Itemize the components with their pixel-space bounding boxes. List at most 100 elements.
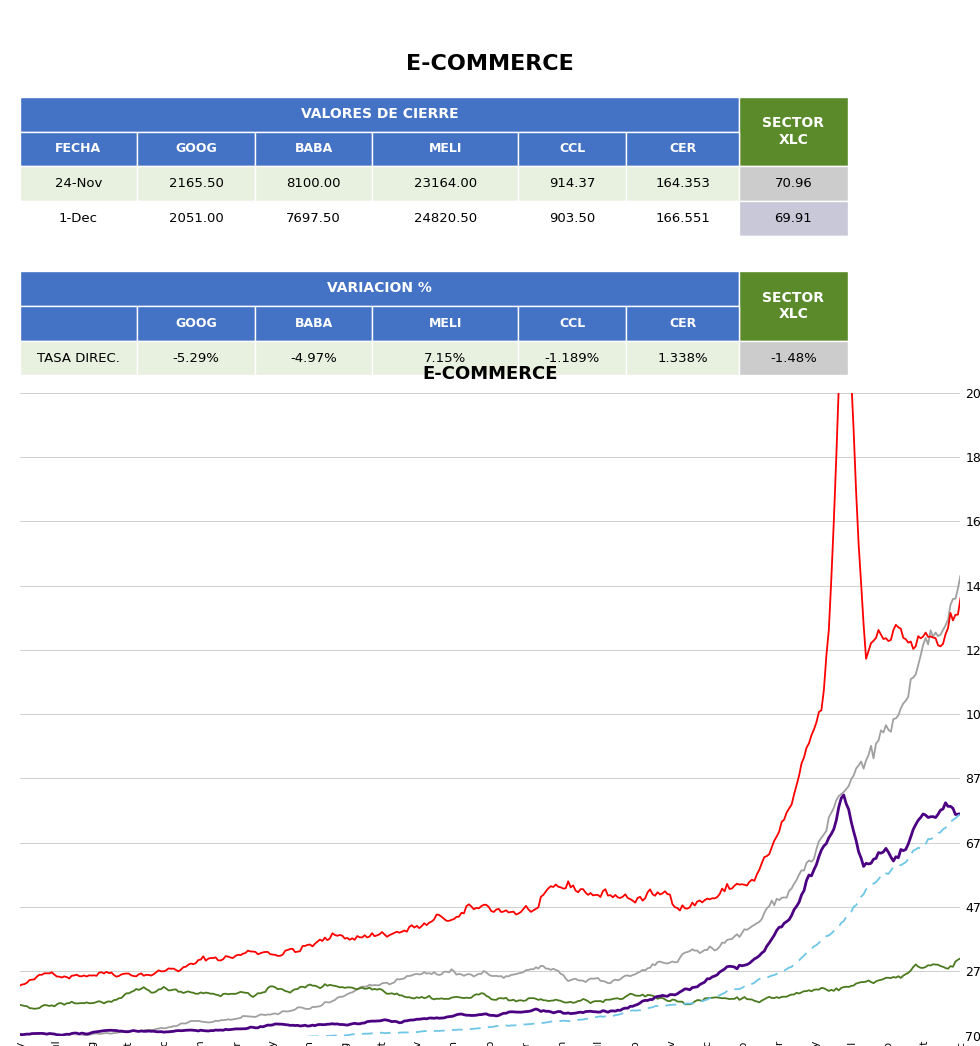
Text: TASA DIREC.: TASA DIREC. bbox=[37, 351, 120, 364]
CER bbox=[14, 1037, 25, 1046]
Text: 2051.00: 2051.00 bbox=[169, 212, 223, 225]
Title: E-COMMERCE: E-COMMERCE bbox=[422, 365, 558, 383]
Text: 2165.50: 2165.50 bbox=[169, 177, 223, 190]
Text: 70.96: 70.96 bbox=[774, 177, 812, 190]
Text: 914.37: 914.37 bbox=[549, 177, 596, 190]
CCL bbox=[14, 1028, 25, 1041]
Line: GOOG: GOOG bbox=[20, 274, 960, 985]
Bar bbox=[20, 271, 739, 305]
Bar bbox=[20, 201, 137, 236]
CER bbox=[734, 983, 746, 996]
Bar bbox=[255, 305, 372, 341]
CCL bbox=[713, 965, 725, 978]
GOOG bbox=[955, 592, 966, 605]
GOOG bbox=[572, 886, 584, 899]
CCL bbox=[185, 1024, 197, 1037]
Bar bbox=[20, 236, 137, 271]
Text: 1.338%: 1.338% bbox=[658, 351, 709, 364]
Bar bbox=[739, 96, 848, 166]
Text: FECHA: FECHA bbox=[55, 142, 102, 156]
Bar bbox=[626, 132, 739, 166]
GOOG bbox=[838, 268, 850, 280]
Bar bbox=[372, 166, 518, 201]
BABA bbox=[436, 992, 448, 1004]
Bar bbox=[372, 132, 518, 166]
BABA bbox=[713, 992, 725, 1004]
Bar bbox=[137, 201, 255, 236]
Text: CER: CER bbox=[669, 317, 697, 329]
CER bbox=[711, 990, 723, 1002]
GOOG bbox=[532, 901, 544, 913]
GOOG bbox=[182, 958, 194, 971]
Text: -1.48%: -1.48% bbox=[770, 351, 816, 364]
Text: GOOG: GOOG bbox=[175, 317, 217, 329]
Bar bbox=[255, 132, 372, 166]
Text: CCL: CCL bbox=[560, 317, 585, 329]
Bar bbox=[626, 341, 739, 376]
BABA bbox=[14, 999, 25, 1011]
Text: CCL: CCL bbox=[560, 142, 585, 156]
BABA bbox=[535, 993, 547, 1005]
MELI bbox=[713, 940, 725, 953]
Bar bbox=[626, 201, 739, 236]
Bar bbox=[626, 236, 739, 271]
Bar bbox=[518, 236, 626, 271]
CCL bbox=[736, 959, 748, 972]
Text: VARIACION %: VARIACION % bbox=[327, 281, 432, 295]
CER bbox=[433, 1025, 445, 1038]
BABA bbox=[185, 986, 197, 999]
Text: -5.29%: -5.29% bbox=[172, 351, 220, 364]
Text: 24-Nov: 24-Nov bbox=[55, 177, 102, 190]
Line: CCL: CCL bbox=[20, 795, 960, 1036]
BABA bbox=[955, 952, 966, 964]
CER bbox=[572, 1014, 584, 1026]
BABA bbox=[574, 995, 586, 1007]
GOOG bbox=[433, 909, 445, 922]
CER bbox=[182, 1033, 194, 1046]
Line: MELI: MELI bbox=[20, 576, 960, 1043]
MELI bbox=[185, 1015, 197, 1027]
CCL bbox=[838, 789, 850, 801]
MELI bbox=[736, 927, 748, 939]
Line: BABA: BABA bbox=[20, 958, 960, 1008]
Text: SECTOR
XLC: SECTOR XLC bbox=[762, 116, 824, 146]
Bar bbox=[255, 201, 372, 236]
Text: 166.551: 166.551 bbox=[656, 212, 710, 225]
Text: MELI: MELI bbox=[428, 317, 462, 329]
Bar bbox=[137, 341, 255, 376]
Bar bbox=[739, 271, 848, 341]
Text: GOOG: GOOG bbox=[175, 142, 217, 156]
CCL bbox=[535, 1005, 547, 1018]
Text: CER: CER bbox=[669, 142, 697, 156]
GOOG bbox=[14, 979, 25, 992]
Bar bbox=[518, 341, 626, 376]
Text: VALORES DE CIERRE: VALORES DE CIERRE bbox=[301, 107, 459, 121]
Bar bbox=[255, 341, 372, 376]
Bar bbox=[372, 236, 518, 271]
Text: 24820.50: 24820.50 bbox=[414, 212, 477, 225]
BABA bbox=[736, 993, 748, 1005]
Bar bbox=[137, 236, 255, 271]
CER bbox=[532, 1017, 544, 1029]
Text: 7697.50: 7697.50 bbox=[286, 212, 341, 225]
Bar bbox=[372, 201, 518, 236]
CER bbox=[955, 808, 966, 820]
Text: 23164.00: 23164.00 bbox=[414, 177, 477, 190]
Bar bbox=[739, 341, 848, 376]
Bar bbox=[372, 341, 518, 376]
Text: BABA: BABA bbox=[294, 317, 333, 329]
CCL bbox=[56, 1029, 68, 1042]
Text: 164.353: 164.353 bbox=[656, 177, 710, 190]
Text: -1.189%: -1.189% bbox=[545, 351, 600, 364]
Bar bbox=[137, 305, 255, 341]
Line: CER: CER bbox=[20, 814, 960, 1043]
MELI bbox=[17, 1037, 28, 1046]
Bar bbox=[255, 166, 372, 201]
GOOG bbox=[711, 891, 723, 904]
Bar bbox=[20, 305, 137, 341]
Text: BABA: BABA bbox=[294, 142, 333, 156]
BABA bbox=[28, 1002, 40, 1015]
CCL bbox=[574, 1006, 586, 1019]
Text: MELI: MELI bbox=[428, 142, 462, 156]
MELI bbox=[535, 959, 547, 972]
